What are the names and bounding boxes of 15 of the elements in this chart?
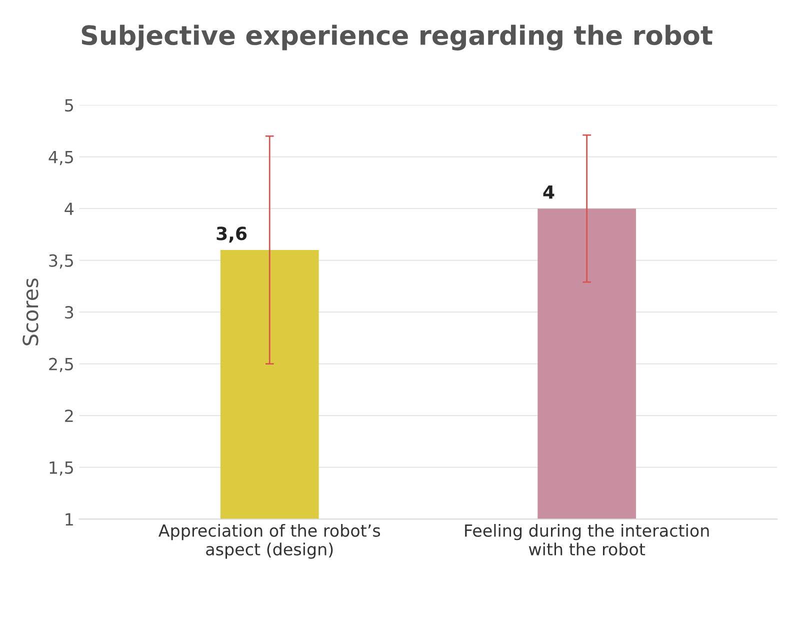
y-tick-label: 2 xyxy=(65,410,73,422)
x-tick-label: Appreciation of the robot’s aspect (design) xyxy=(158,524,380,559)
data-label: 3,6 xyxy=(216,226,247,243)
y-axis-title: Scores xyxy=(22,278,38,346)
y-tick-label: 1,5 xyxy=(50,462,73,476)
y-tick-label: 2,5 xyxy=(49,358,73,372)
data-label: 4 xyxy=(543,185,554,199)
y-tick-label: 3,5 xyxy=(49,254,73,269)
chart-title: Subjective experience regarding the robot xyxy=(82,24,712,50)
x-tick-label: Feeling during the interaction with the robot xyxy=(465,524,709,556)
y-tick-label: 3 xyxy=(65,306,74,319)
y-tick-label: 1 xyxy=(66,513,73,526)
y-tick-label: 4 xyxy=(64,202,74,215)
y-tick-label: 5 xyxy=(65,99,73,112)
y-tick-label: 4,5 xyxy=(48,151,73,166)
